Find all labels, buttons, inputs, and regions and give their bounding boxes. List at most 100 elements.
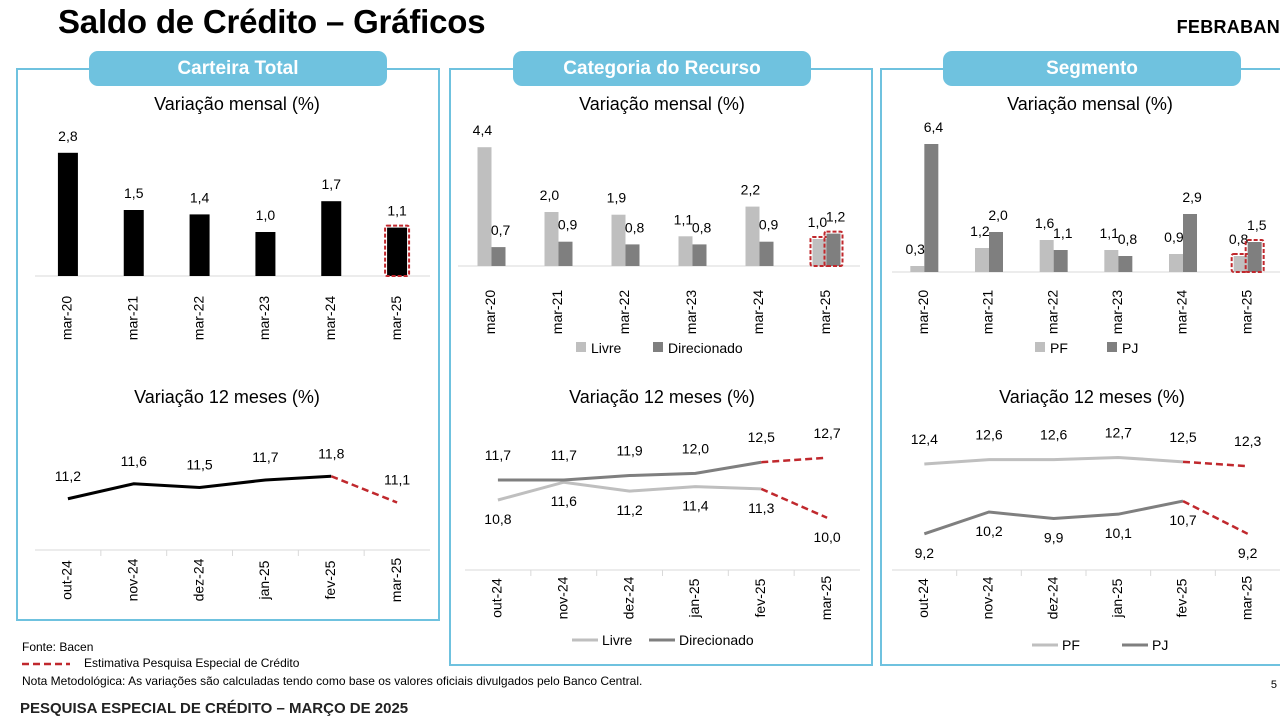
recurso_12m-series-line	[497, 460, 762, 482]
segmento_mensal-category-label: mar-23	[1109, 290, 1125, 335]
recurso_mensal-data-label: 4,4	[473, 122, 493, 138]
total_mensal-category-label: mar-20	[59, 296, 75, 341]
segmento_mensal-bar	[1247, 242, 1262, 272]
segmento_mensal-bar	[910, 266, 925, 272]
segmento_12m-data-label: 9,2	[915, 545, 935, 561]
recurso_12m-estimate-line	[760, 487, 828, 519]
recurso_mensal-category-label: mar-20	[482, 290, 498, 335]
segmento_mensal-data-label: 6,4	[924, 119, 944, 135]
total_12m-category-label: fev-25	[322, 560, 338, 599]
segmento_12m-category-label: dez-24	[1044, 576, 1060, 619]
segmento_12m-data-label: 10,2	[975, 523, 1002, 539]
page-title: Saldo de Crédito – Gráficos	[58, 3, 486, 40]
recurso_mensal-legend-swatch	[653, 342, 663, 352]
segmento_12m-title: Variação 12 meses (%)	[999, 387, 1185, 407]
recurso_mensal-data-label: 0,8	[625, 219, 645, 235]
segmento_mensal-data-label: 0,3	[905, 241, 925, 257]
recurso_mensal-legend-label: Direcionado	[668, 340, 743, 356]
total_mensal-bar	[387, 227, 408, 276]
segmento_12m-data-label: 12,6	[1040, 427, 1067, 443]
recurso_mensal-data-label: 2,2	[741, 182, 761, 198]
total_mensal-category-label: mar-25	[388, 296, 404, 341]
segmento_mensal-data-label: 1,6	[1035, 215, 1055, 231]
segmento_mensal-data-label: 0,9	[1164, 229, 1184, 245]
recurso_mensal-data-label: 0,9	[558, 217, 578, 233]
recurso_mensal-bar	[544, 212, 559, 266]
recurso_12m-data-label: 12,0	[682, 440, 709, 456]
segmento_12m-data-label: 12,4	[911, 431, 938, 447]
recurso_mensal-category-label: mar-21	[549, 290, 565, 335]
total_12m-title: Variação 12 meses (%)	[134, 387, 320, 407]
segmento_12m-category-label: out-24	[915, 578, 931, 618]
recurso_mensal-bar	[826, 233, 841, 266]
segmento_mensal-legend-label: PF	[1050, 340, 1068, 356]
total_12m-data-label: 11,8	[318, 445, 344, 461]
total_mensal-bar	[189, 214, 210, 276]
segmento_mensal-data-label: 0,8	[1118, 231, 1138, 247]
total_mensal-estimate-outline	[384, 224, 411, 278]
total_12m-data-label: 11,2	[55, 468, 81, 484]
segmento_12m-data-label: 10,1	[1105, 525, 1132, 541]
segmento_mensal-category-label: mar-21	[980, 290, 996, 335]
recurso_mensal-bar	[745, 206, 760, 266]
total_mensal-bar	[255, 232, 276, 276]
segmento_mensal-legend-label: PJ	[1122, 340, 1138, 356]
segmento_mensal-bar	[1233, 256, 1248, 272]
recurso_mensal-data-label: 1,1	[674, 211, 694, 227]
segmento_mensal-bar	[975, 248, 989, 272]
recurso_12m-data-label: 11,4	[682, 498, 708, 514]
segmento_12m-category-label: jan-25	[1109, 578, 1125, 618]
total_12m-category-label: jan-25	[256, 560, 272, 600]
footnotes: Fonte: Bacen Estimativa Pesquisa Especia…	[22, 640, 642, 688]
recurso_mensal-legend-label: Livre	[591, 340, 622, 356]
recurso_mensal-data-label: 1,0	[808, 214, 828, 230]
recurso_12m-data-label: 11,9	[616, 443, 642, 459]
segmento_mensal-legend-swatch	[1035, 342, 1045, 352]
estimate-swatch	[22, 662, 70, 666]
segmento_mensal-data-label: 1,1	[1053, 225, 1073, 241]
recurso_12m-category-label: nov-24	[554, 576, 570, 619]
segmento_mensal-data-label: 1,2	[970, 223, 990, 239]
recurso_12m-estimate-line	[761, 456, 828, 464]
total_mensal-category-label: mar-21	[124, 296, 140, 341]
total_12m-data-label: 11,1	[384, 472, 410, 488]
recurso_mensal-bar	[491, 247, 506, 266]
recurso_12m-data-label: 11,7	[551, 447, 577, 463]
segmento_mensal-data-label: 1,1	[1099, 225, 1119, 241]
recurso_mensal-data-label: 0,9	[759, 217, 779, 233]
segmento_mensal-bar	[924, 144, 939, 272]
recurso_12m-data-label: 10,0	[813, 529, 840, 545]
total_mensal-data-label: 2,8	[58, 128, 78, 144]
segmento_12m-data-label: 12,6	[975, 427, 1002, 443]
segmento_12m-estimate-line	[1182, 499, 1249, 535]
segmento_mensal-estimate-outline	[1244, 239, 1265, 273]
total_12m-data-label: 11,5	[186, 457, 212, 473]
total_mensal-category-label: mar-22	[190, 296, 206, 341]
segmento_mensal-bar	[1118, 256, 1133, 272]
total_mensal-data-label: 1,0	[256, 207, 276, 223]
segmento_mensal-bar	[989, 232, 1003, 272]
recurso_mensal-bar	[812, 239, 827, 266]
segmento_12m-data-label: 9,2	[1238, 545, 1258, 561]
source-note: Fonte: Bacen	[22, 640, 94, 654]
total_mensal-data-label: 1,1	[387, 203, 407, 219]
segmento_mensal-data-label: 2,9	[1182, 189, 1202, 205]
recurso_12m-data-label: 11,6	[551, 493, 577, 509]
segmento_mensal-data-label: 2,0	[988, 207, 1008, 223]
panel-categoria-recurso	[449, 68, 873, 666]
panel-title-segmento: Segmento	[943, 51, 1241, 86]
recurso_12m-data-label: 11,3	[748, 500, 774, 516]
recurso_12m-data-label: 12,7	[813, 425, 840, 441]
total_mensal-bar	[123, 210, 144, 276]
segmento_12m-data-label: 10,7	[1169, 512, 1196, 528]
segmento_mensal-bar	[1183, 214, 1197, 272]
recurso_mensal-bar	[678, 236, 693, 266]
recurso_mensal-category-label: mar-25	[817, 290, 833, 335]
total_mensal-bar	[57, 152, 78, 276]
total_mensal-category-label: mar-23	[256, 296, 272, 341]
recurso_12m-data-label: 10,8	[484, 511, 511, 527]
total_mensal-data-label: 1,4	[190, 189, 210, 205]
recurso_mensal-category-label: mar-24	[750, 290, 766, 335]
total_mensal-bar	[321, 201, 342, 276]
